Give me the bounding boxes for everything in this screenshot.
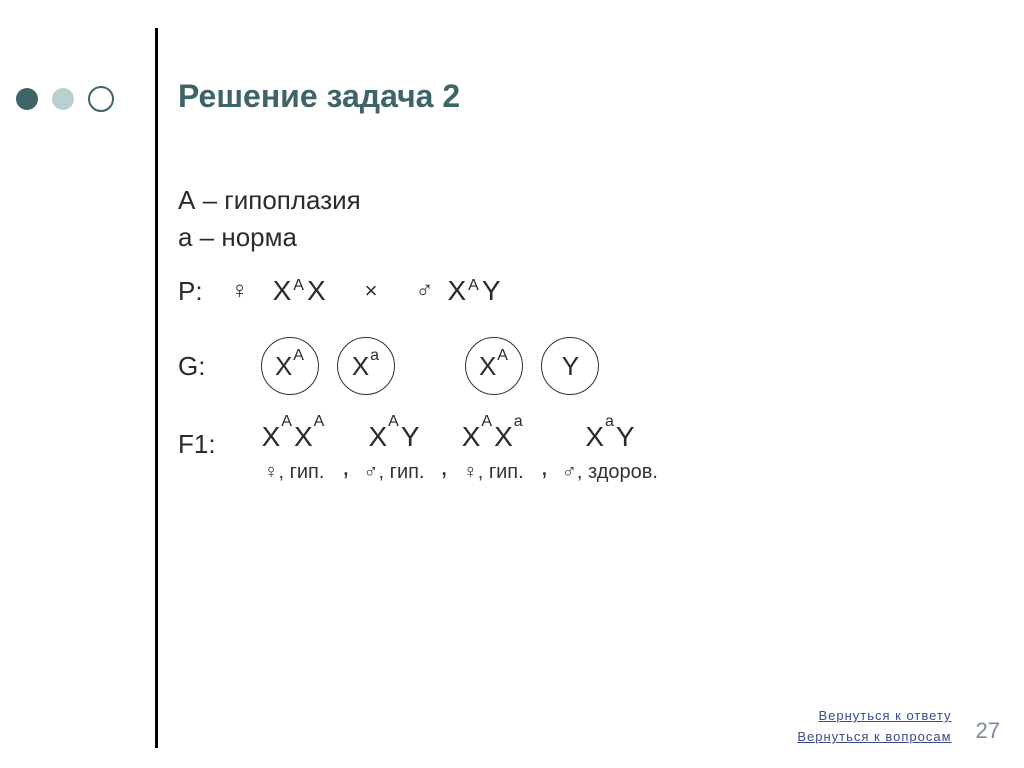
back-to-answer-link[interactable]: Вернуться к ответу — [818, 708, 951, 723]
female-gametes: XA Xa — [261, 337, 405, 395]
bullet-outline — [88, 86, 114, 112]
f1-offspring: XaY ♂, здоров. — [562, 421, 658, 484]
f1-phenotype: ♂, гип. — [364, 461, 425, 484]
sex-symbol: ♂ — [364, 461, 379, 483]
f1-offspring: XAXa ♀, гип. — [462, 421, 525, 484]
geno-sup: A — [281, 413, 292, 430]
f1-phenotype: ♀, гип. — [263, 461, 324, 484]
f1-genotype: XaY — [585, 421, 634, 453]
geno-base: Y — [616, 421, 635, 452]
male-gametes: XA Y — [465, 337, 609, 395]
geno-sup: A — [481, 413, 492, 430]
slide-bullets — [16, 86, 114, 112]
geno-base: X — [447, 275, 467, 307]
gamete-sup: A — [497, 347, 508, 365]
geno-base: X — [294, 421, 313, 452]
female-symbol: ♀ — [231, 277, 249, 305]
f1-row: F1: XAXA ♀, гип. , XAY ♂, гип. , XAXa — [178, 421, 674, 484]
male-parent-genotype: XAY — [447, 275, 501, 307]
geno-sup: A — [468, 277, 480, 295]
f1-offspring: XAXA ♀, гип. — [262, 421, 327, 484]
comma: , — [541, 451, 548, 482]
f1-offspring: XAY ♂, гип. — [364, 421, 425, 484]
geno-base: X — [585, 421, 604, 452]
geno-base: X — [494, 421, 513, 452]
footer-links: Вернуться к ответу Вернуться к вопросам — [797, 708, 951, 744]
parents-label: P: — [178, 276, 203, 307]
pheno-text: , гип. — [379, 461, 425, 483]
parents-row: P: ♀ XAX × ♂ XAY — [178, 275, 674, 307]
cross-symbol: × — [365, 278, 378, 304]
f1-genotype: XAXa — [462, 421, 525, 453]
gamete: Y — [541, 337, 599, 395]
sex-symbol: ♀ — [463, 461, 478, 483]
legend-dominant: А – гипоплазия — [178, 185, 674, 216]
geno-base: X — [307, 275, 327, 307]
footer: Вернуться к ответу Вернуться к вопросам … — [797, 708, 1000, 744]
sex-symbol: ♂ — [562, 461, 577, 483]
gamete: XA — [261, 337, 319, 395]
geno-sup: A — [388, 413, 399, 430]
gamete-base: X — [275, 351, 292, 382]
comma: , — [342, 451, 349, 482]
gamete: XA — [465, 337, 523, 395]
comma: , — [441, 451, 448, 482]
f1-phenotype: ♀, гип. — [463, 461, 524, 484]
page-number: 27 — [976, 718, 1000, 744]
back-to-questions-link[interactable]: Вернуться к вопросам — [797, 729, 951, 744]
geno-sup: A — [314, 413, 325, 430]
geno-base: X — [273, 275, 293, 307]
geno-base: Y — [401, 421, 420, 452]
male-symbol: ♂ — [415, 277, 433, 305]
pheno-text: , гип. — [478, 461, 524, 483]
geno-base: Y — [482, 275, 502, 307]
bullet-solid — [16, 88, 38, 110]
geno-sup: a — [514, 413, 523, 430]
gamete-sup: A — [293, 347, 304, 365]
pheno-text: , здоров. — [577, 461, 658, 483]
slide-title: Решение задача 2 — [178, 78, 460, 115]
pheno-text: , гип. — [278, 461, 324, 483]
vertical-divider — [155, 28, 158, 748]
f1-genotype: XAXA — [262, 421, 327, 453]
bullet-light — [52, 88, 74, 110]
geno-base: X — [262, 421, 281, 452]
sex-symbol: ♀ — [263, 461, 278, 483]
gamete-base: X — [479, 351, 496, 382]
geno-sup: a — [605, 413, 614, 430]
geno-sup: A — [293, 277, 305, 295]
gamete: Xa — [337, 337, 395, 395]
female-parent-genotype: XAX — [273, 275, 327, 307]
content-area: А – гипоплазия а – норма P: ♀ XAX × ♂ XA… — [178, 185, 674, 484]
gamete-base: X — [352, 351, 369, 382]
geno-base: X — [368, 421, 387, 452]
gametes-row: G: XA Xa XA Y — [178, 337, 674, 395]
gametes-label: G: — [178, 351, 205, 382]
f1-genotype: XAY — [368, 421, 419, 453]
geno-base: X — [462, 421, 481, 452]
f1-label: F1: — [178, 429, 216, 460]
legend-recessive: а – норма — [178, 222, 674, 253]
f1-phenotype: ♂, здоров. — [562, 461, 658, 484]
gamete-base: Y — [562, 351, 579, 382]
gamete-sup: a — [370, 347, 379, 365]
